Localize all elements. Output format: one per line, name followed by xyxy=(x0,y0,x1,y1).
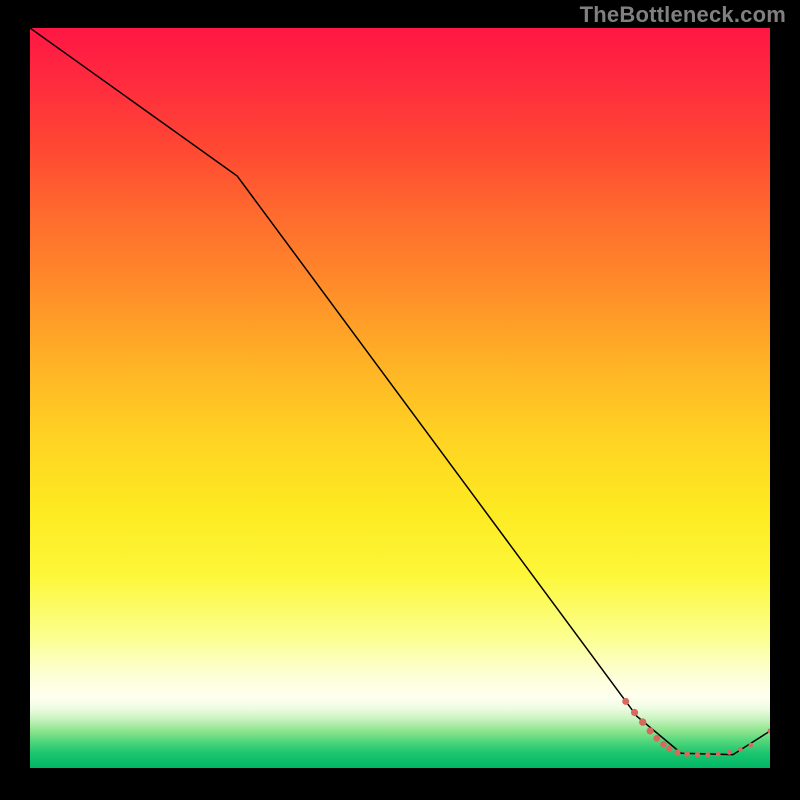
trail-dot xyxy=(705,752,710,757)
trail-dot xyxy=(622,698,629,705)
chart-frame xyxy=(30,28,770,768)
chart-plot-area xyxy=(30,28,770,768)
bottleneck-curve xyxy=(30,28,770,755)
trail-dot xyxy=(674,749,680,755)
chart-overlay xyxy=(30,28,770,768)
trail-dot xyxy=(716,752,721,757)
trail-dot xyxy=(727,750,732,755)
trail-dot xyxy=(666,746,672,752)
trail-dot xyxy=(660,741,667,748)
trail-dot xyxy=(631,709,638,716)
trail-dot xyxy=(738,747,743,752)
trail-dot xyxy=(684,751,690,757)
trail-dot xyxy=(748,743,753,748)
trail-dot xyxy=(653,735,660,742)
dotted-trail xyxy=(622,698,770,757)
watermark-text: TheBottleneck.com xyxy=(580,2,786,28)
trail-dot xyxy=(647,727,654,734)
trail-dot xyxy=(695,752,700,757)
trail-dot xyxy=(639,718,646,725)
